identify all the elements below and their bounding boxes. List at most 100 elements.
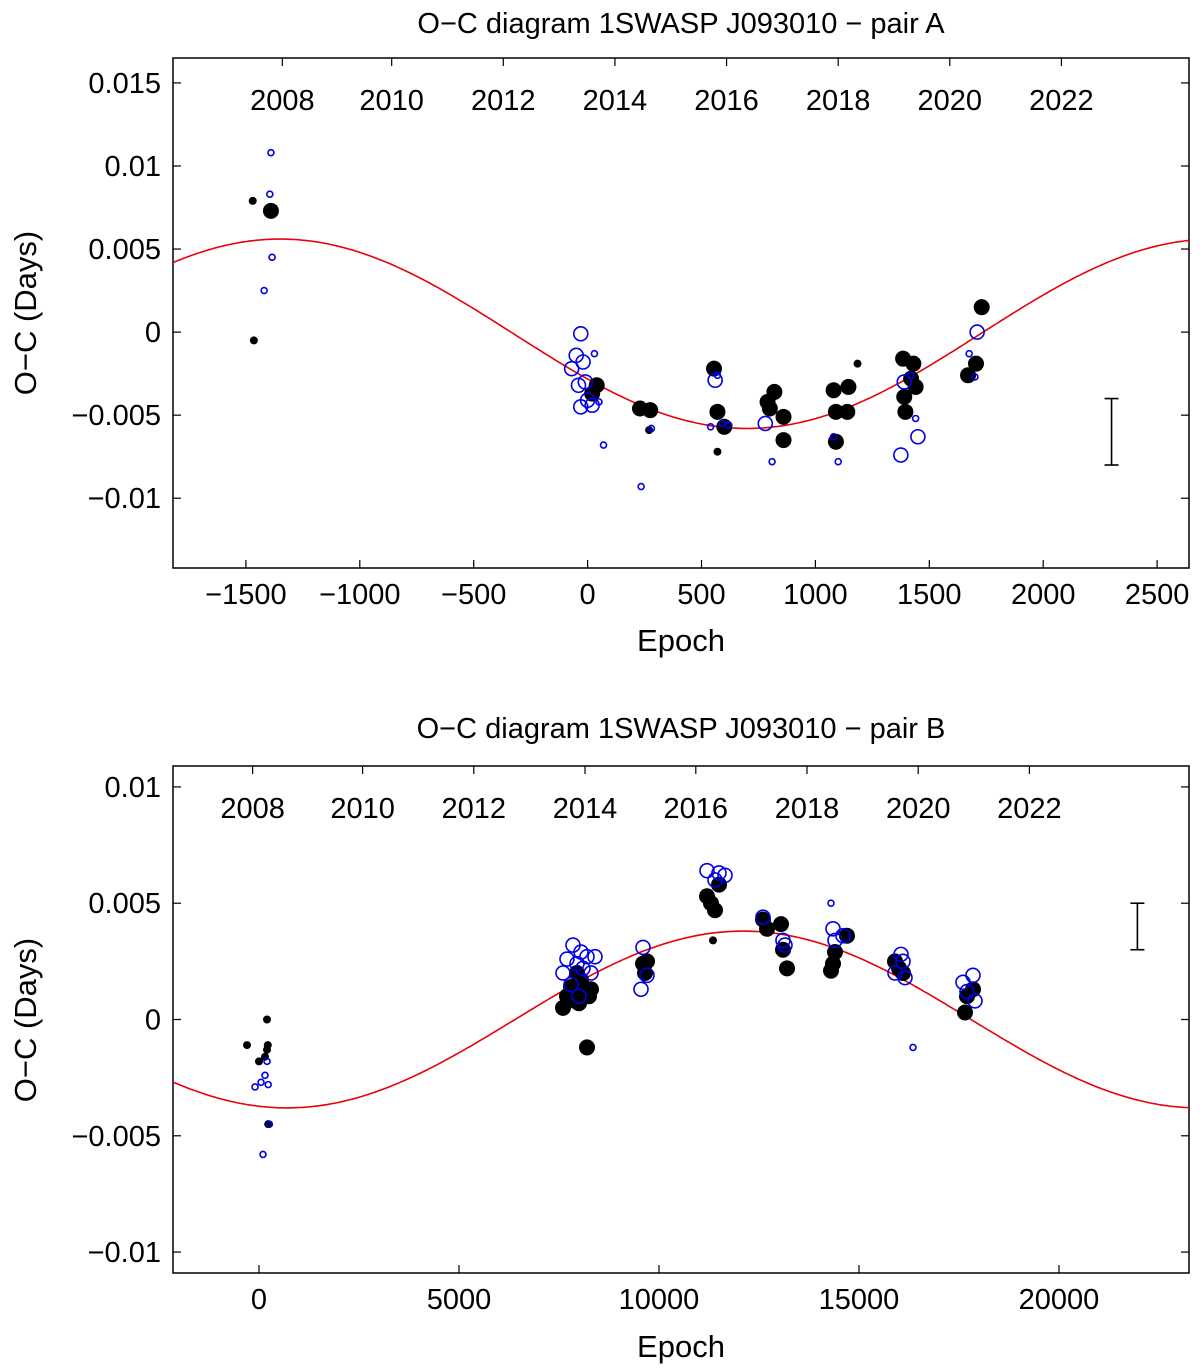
chart-title: O−C diagram 1SWASP J093010 − pair A [417, 8, 945, 40]
secondary-point [718, 419, 726, 428]
x-tick-label: −1000 [319, 579, 400, 611]
primary-point [642, 402, 659, 419]
secondary-point [579, 392, 596, 409]
secondary-point [907, 371, 915, 380]
x-tick-label: 2500 [1125, 579, 1190, 611]
primary-point [583, 981, 599, 998]
primary-point [243, 1041, 251, 1050]
plot-frame [172, 57, 1190, 569]
primary-point [248, 196, 257, 205]
primary-point [895, 964, 911, 981]
x-tick-label: 1500 [897, 579, 962, 611]
secondary-point [267, 148, 275, 157]
secondary-point [893, 946, 909, 963]
secondary-point [755, 909, 771, 925]
x-axis-label: Epoch [637, 1329, 725, 1364]
year-label: 2012 [442, 793, 507, 825]
year-label: 2016 [664, 793, 729, 825]
primary-point [853, 359, 862, 368]
primary-point [713, 447, 722, 456]
plot-frame [172, 765, 1190, 1274]
year-label: 2010 [330, 793, 395, 825]
year-label: 2018 [806, 85, 871, 117]
axis-ticks: 0 5000 10000 15000 20000 0.01 0.005 0 −0.005 −0.0… [71, 766, 1189, 1316]
secondary-point [555, 965, 571, 981]
primary-point [839, 403, 856, 420]
secondary-point [757, 415, 774, 432]
fit-curve-group [172, 930, 1190, 1109]
primary-point [709, 403, 726, 420]
secondary-point [717, 867, 733, 884]
primary-point [707, 902, 723, 919]
y-tick-label: 0 [145, 1005, 161, 1037]
secondary-point [259, 1150, 267, 1159]
year-label: 2014 [583, 85, 648, 117]
secondary-point [639, 967, 655, 984]
secondary-point [251, 1083, 259, 1091]
year-label: 2008 [220, 793, 285, 825]
secondary-point [887, 965, 903, 981]
primary-point [709, 936, 717, 945]
secondary-point [965, 349, 973, 358]
x-tick-label: 15000 [819, 1284, 900, 1316]
secondary-point [955, 974, 971, 991]
x-tick-label: 2000 [1011, 579, 1076, 611]
y-tick-label: −0.01 [88, 1237, 161, 1269]
primary-point [775, 408, 792, 425]
data-points [243, 862, 983, 1159]
primary-point [249, 336, 258, 345]
year-label: 2010 [359, 85, 424, 117]
primary-point [968, 355, 985, 372]
primary-point [957, 1004, 973, 1021]
y-tick-label: 0.01 [105, 151, 161, 183]
secondary-point [577, 374, 594, 390]
secondary-point [583, 965, 599, 981]
secondary-point [910, 428, 926, 445]
primary-point [262, 202, 279, 219]
primary-point [905, 355, 922, 372]
chart-title: O−C diagram 1SWASP J093010 − pair B [417, 713, 946, 745]
year-label: 2022 [997, 793, 1062, 825]
y-tick-label: 0.005 [88, 234, 161, 266]
secondary-point [834, 457, 842, 466]
y-tick-label: −0.01 [88, 483, 161, 515]
secondary-point [260, 286, 268, 295]
y-tick-label: 0.01 [105, 772, 161, 804]
primary-point [639, 953, 655, 970]
secondary-point [829, 432, 838, 441]
chart-pair-b: O−C diagram 1SWASP J093010 − pair B 0 500… [8, 713, 1190, 1364]
secondary-point [777, 937, 793, 953]
primary-point [773, 916, 789, 933]
secondary-point [587, 948, 603, 965]
y-axis-label: O−C (Days) [8, 231, 43, 396]
primary-point [827, 944, 843, 961]
secondary-point [590, 349, 599, 358]
secondary-point [635, 939, 651, 956]
y-tick-label: 0.005 [88, 888, 161, 920]
secondary-point [575, 960, 591, 977]
year-label: 2020 [886, 793, 951, 825]
secondary-point [264, 1080, 273, 1089]
secondary-point [637, 482, 645, 491]
secondary-point [895, 953, 911, 970]
secondary-point [265, 1120, 274, 1128]
secondary-point [969, 324, 985, 340]
secondary-point [909, 1043, 917, 1052]
secondary-point [959, 983, 975, 1000]
primary-point [579, 1039, 595, 1056]
y-tick-label: 0 [145, 317, 161, 349]
secondary-point [263, 1057, 271, 1066]
primary-point [896, 388, 913, 405]
x-tick-label: −1500 [205, 579, 286, 611]
secondary-point [257, 1078, 265, 1087]
primary-point [897, 403, 914, 420]
year-label: 2012 [471, 85, 536, 117]
x-tick-label: 0 [580, 579, 596, 611]
y-axis-label: O−C (Days) [8, 938, 43, 1103]
primary-point [255, 1057, 263, 1066]
fit-curve-group [172, 238, 1190, 430]
x-tick-label: 0 [251, 1284, 267, 1316]
primary-point [711, 876, 727, 893]
secondary-point [897, 969, 913, 986]
